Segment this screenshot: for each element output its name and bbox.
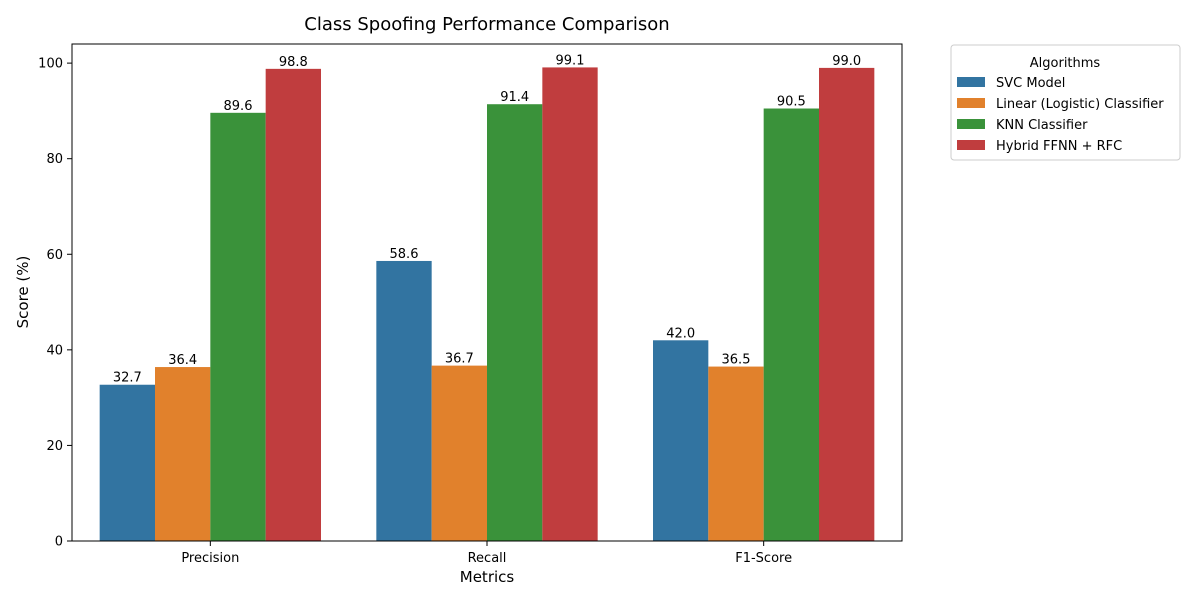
x-axis-label: Metrics [460,568,515,586]
legend-swatch [957,140,985,150]
bar-linear-logistic-classifier-precision [155,367,211,541]
chart-title: Class Spoofing Performance Comparison [304,14,669,35]
data-label: 99.0 [832,54,861,69]
data-label: 90.5 [777,95,806,110]
bar-linear-logistic-classifier-f1-score [708,366,764,541]
data-label: 89.6 [224,99,253,114]
data-label: 58.6 [390,247,419,262]
data-labels-group: 32.7 58.6 42.0 36.4 36.7 36.5 89.6 91.4 90.5 98.8… [113,53,861,385]
legend-label: Linear (Logistic) Classifier [996,97,1164,112]
legend-frame [950,44,1181,161]
data-label: 98.8 [279,55,308,70]
data-label: 32.7 [113,371,142,386]
y-tick-label: 20 [46,439,63,454]
bar-hybrid-ffnn-rfc-recall [542,67,598,541]
y-tick-label: 40 [46,343,63,358]
y-tick-label: 80 [46,152,63,167]
y-tick-label: 0 [55,535,63,550]
legend-items: SVC Model Linear (Logistic) Classifier KNN… [957,76,1164,154]
bar-knn-classifier-f1-score [763,108,819,542]
x-tick-label: Precision [181,551,239,566]
y-tick-label: 60 [46,248,63,263]
y-axis-label: Score (%) [14,256,32,329]
legend-swatch [957,77,985,87]
legend-label: Hybrid FFNN + RFC [996,139,1122,154]
x-tick-label: F1-Score [735,551,792,566]
legend-label: SVC Model [996,76,1065,91]
bar-svc-model-f1-score [653,340,709,541]
data-label: 99.1 [556,53,585,68]
y-axis: 0 20 40 60 80 100 [38,57,72,550]
legend-swatch [957,98,985,108]
data-label: 42.0 [666,326,695,341]
bars-group [99,67,875,542]
bar-svc-model-recall [376,260,432,541]
bar-hybrid-ffnn-rfc-precision [265,68,321,541]
bar-knn-classifier-precision [210,112,266,542]
bar-hybrid-ffnn-rfc-f1-score [819,67,875,542]
bar-svc-model-precision [99,384,155,541]
legend-label: KNN Classifier [996,118,1088,133]
bar-knn-classifier-recall [487,104,543,541]
x-axis: Precision Recall F1-Score [181,541,792,566]
x-tick-label: Recall [468,551,507,566]
bar-linear-logistic-classifier-recall [431,365,487,541]
legend-swatch [957,119,985,129]
legend: Algorithms SVC Model Linear (Logistic) Cl… [950,44,1181,161]
legend-title: Algorithms [1030,56,1101,71]
data-label: 36.7 [445,352,474,367]
y-tick-label: 100 [38,57,63,72]
data-label: 91.4 [500,90,529,105]
data-label: 36.4 [168,353,197,368]
data-label: 36.5 [722,353,751,368]
